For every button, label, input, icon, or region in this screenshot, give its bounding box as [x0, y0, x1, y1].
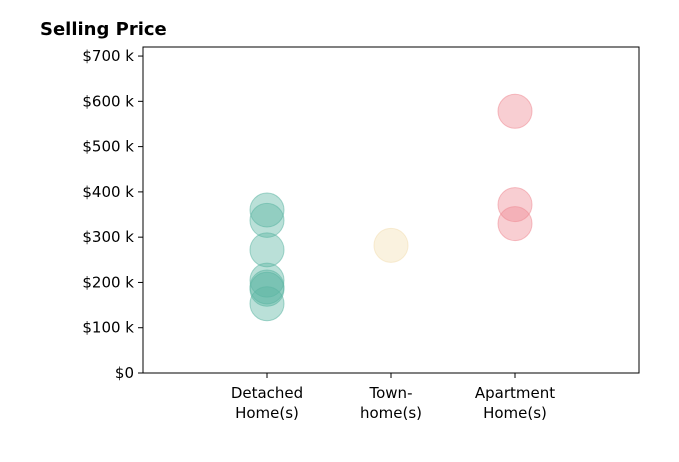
x-tick-label: Town-home(s) [360, 384, 422, 422]
x-tick-label: Apartment Home(s) [475, 384, 555, 422]
y-tick-label: $0 [115, 364, 134, 382]
x-tick-label: Detached Home(s) [231, 384, 303, 422]
data-point [249, 232, 285, 268]
y-tick-label: $700 k [82, 47, 134, 65]
data-point [373, 227, 409, 263]
data-points [249, 93, 533, 322]
x-axis: Detached Home(s) Town-home(s) Apartment Home… [231, 373, 555, 422]
x-tick-label-line: Town- [369, 384, 413, 402]
x-tick-label-line: Apartment [475, 384, 555, 402]
y-tick-label: $200 k [82, 273, 134, 291]
x-tick-label-line: home(s) [360, 404, 422, 422]
data-point [249, 202, 285, 238]
chart-title: Selling Price [40, 19, 167, 40]
data-point [249, 286, 285, 322]
x-tick-label-line: Detached [231, 384, 303, 402]
data-point [249, 192, 285, 228]
y-tick-label: $500 k [82, 138, 134, 156]
data-point [497, 187, 533, 223]
y-tick-label: $400 k [82, 183, 134, 201]
plot-frame [142, 46, 640, 374]
data-point [249, 271, 285, 307]
x-tick-label-line: Home(s) [235, 404, 299, 422]
x-tick-label-line: Home(s) [483, 404, 547, 422]
y-axis: $0 $100 k $200 k $300 k $400 k $500 k $600 k $7… [82, 47, 143, 382]
data-point [497, 206, 533, 242]
data-point [497, 93, 533, 129]
y-tick-label: $300 k [82, 228, 134, 246]
y-tick-label: $100 k [82, 319, 134, 337]
y-tick-label: $600 k [82, 92, 134, 110]
